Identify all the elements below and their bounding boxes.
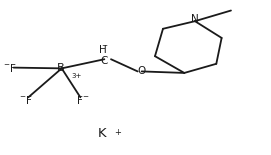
- Text: +: +: [114, 128, 121, 137]
- Text: $^{-}$F: $^{-}$F: [19, 94, 33, 106]
- Text: O: O: [137, 66, 146, 76]
- Text: B: B: [57, 63, 64, 73]
- Text: K: K: [97, 127, 106, 140]
- Text: $^{-}$F: $^{-}$F: [3, 62, 17, 74]
- Text: F$^{-}$: F$^{-}$: [76, 94, 90, 106]
- Text: $^{-}$: $^{-}$: [101, 43, 108, 53]
- Text: N: N: [191, 14, 199, 24]
- Text: C: C: [101, 56, 108, 66]
- Text: 3+: 3+: [71, 73, 81, 79]
- Text: H: H: [99, 45, 107, 55]
